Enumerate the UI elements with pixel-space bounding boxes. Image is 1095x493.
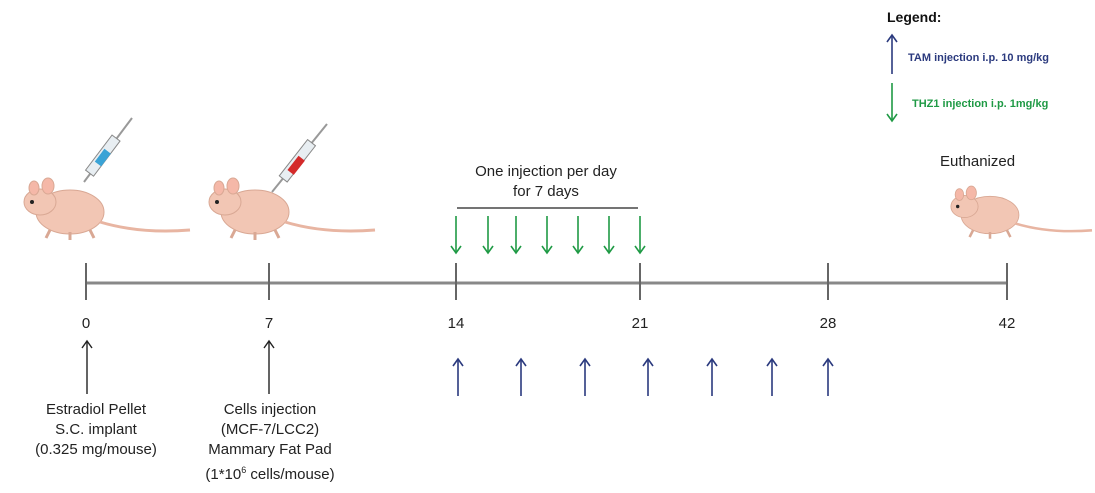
bracket-line2: for 7 days [513, 183, 579, 200]
mouse-day0-icon [22, 176, 192, 242]
note-day0-line1: Estradiol Pellet [45, 401, 147, 418]
legend-thz1-arrow-icon [886, 83, 898, 123]
tam-arrows [452, 357, 834, 396]
tick-label-42: 42 [998, 315, 1016, 332]
tick-label-21: 21 [631, 315, 649, 332]
note-day0-line2: S.C. implant [55, 421, 137, 438]
legend-tam-arrow-icon [886, 33, 898, 74]
note-day7-line4-post: cells/mouse) [246, 466, 335, 483]
tick-label-0: 0 [81, 315, 91, 332]
syringe-blue-icon [83, 117, 133, 183]
timeline-ticks [85, 263, 1008, 300]
note-day0-line3: (0.325 mg/mouse) [35, 441, 157, 458]
tick-label-28: 28 [819, 315, 837, 332]
thz1-arrows [450, 216, 646, 255]
mouse-day7-icon [207, 176, 377, 242]
note-day7-line2: (MCF-7/LCC2) [220, 421, 320, 438]
legend-thz1-label: THZ1 injection i.p. 1mg/kg [912, 98, 1049, 110]
euthanized-label: Euthanized [940, 153, 1016, 170]
tick-label-14: 14 [447, 315, 465, 332]
syringe-red-icon [271, 123, 328, 193]
bracket-line1: One injection per day [475, 163, 617, 180]
legend-tam-label: TAM injection i.p. 10 mg/kg [908, 52, 1049, 64]
note-day7-line4-pre: (1*10 [205, 466, 242, 483]
note-day0: Estradiol Pellet S.C. implant (0.325 mg/… [35, 400, 157, 460]
bracket-text: One injection per day for 7 days [475, 162, 617, 202]
milestone-arrows [81, 339, 275, 394]
note-day7-line3: Mammary Fat Pad [208, 441, 332, 458]
note-day7-line1: Cells injection [223, 401, 317, 418]
note-day7-line4-sup: 6 [241, 465, 247, 475]
note-day7-line4: (1*106 cells/mouse) [205, 460, 334, 485]
legend-title: Legend: [887, 9, 942, 25]
note-day7: Cells injection (MCF-7/LCC2) Mammary Fat… [205, 400, 334, 485]
tick-label-7: 7 [264, 315, 274, 332]
mouse-euthanized-icon [949, 184, 1094, 241]
